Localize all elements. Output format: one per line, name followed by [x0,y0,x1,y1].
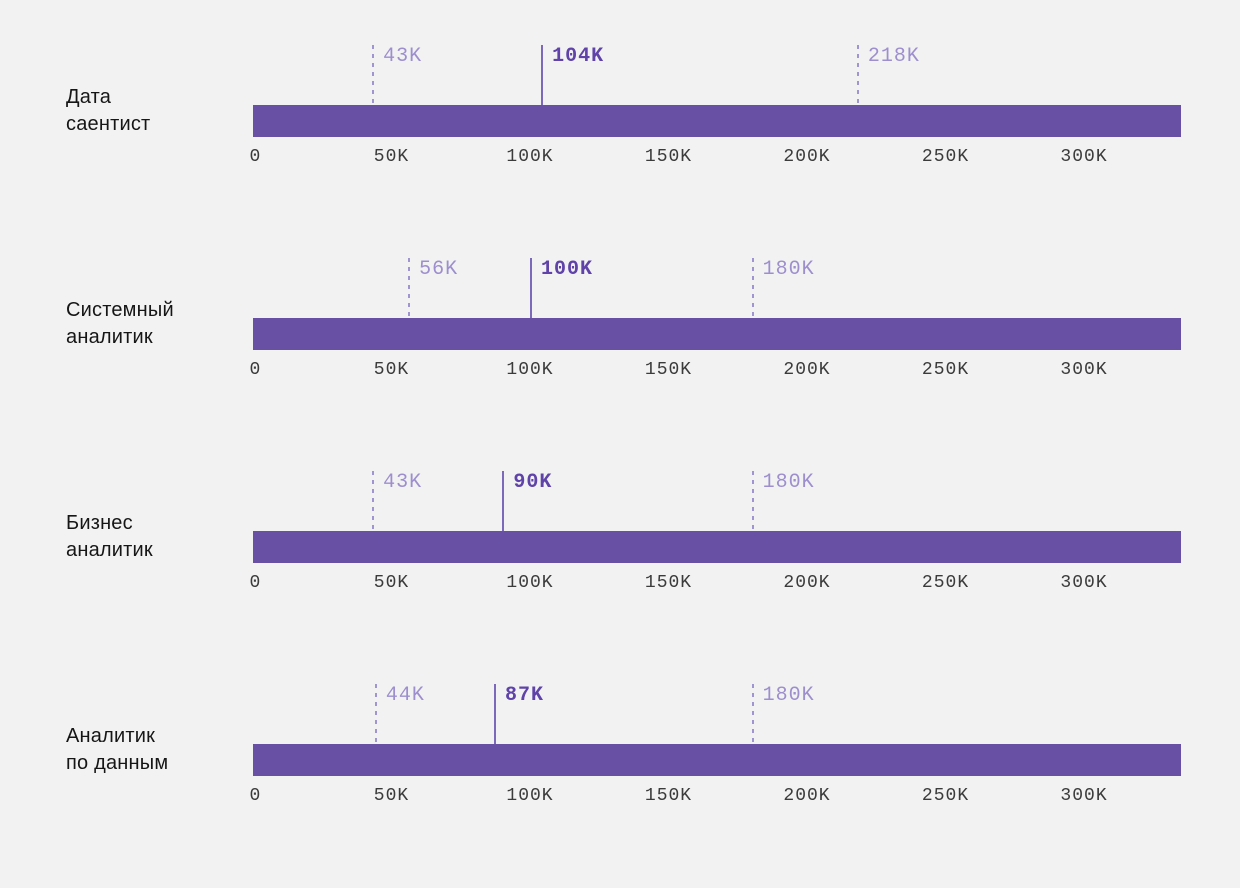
high-marker-line [751,258,754,318]
salary-bar [253,105,1181,137]
median-marker-label: 87K [505,684,545,707]
low-marker-label: 56K [419,258,459,281]
median-marker-label: 90K [513,471,553,494]
low-marker-label: 43K [383,471,423,494]
axis-tick-label: 150K [644,147,693,167]
salary-bar [253,318,1181,350]
axis-tick-label: 200K [783,147,831,167]
high-marker-label: 218K [867,45,920,68]
axis-tick-label: 200K [783,573,831,593]
median-marker-line [530,258,532,318]
axis-tick-label: 50K [373,147,410,167]
axis-tick-label: 300K [1060,573,1108,593]
high-marker-line [751,471,754,531]
axis-tick-label: 100K [506,147,554,167]
axis-tick-label: 250K [921,360,970,380]
axis-tick-label: 100K [506,360,554,380]
axis-tick-label: 300K [1060,786,1108,806]
chart-row: Аналитик по данным 44K 87K 180K 0 50K 100K 150… [0,639,1240,852]
low-marker-label: 43K [383,45,423,68]
median-marker-line [494,684,496,744]
row-label-line2: саентист [66,113,151,135]
axis-tick-label: 50K [373,786,410,806]
axis-tick-label: 250K [921,573,970,593]
median-marker-label: 104K [552,45,605,68]
high-marker-label: 180K [762,684,815,707]
low-marker-line [372,45,375,105]
low-marker-line [372,471,375,531]
chart-row: Системный аналитик 56K 100K 180K 0 50K 100K 15… [0,213,1240,426]
axis-tick-label: 50K [373,573,410,593]
low-marker-line [408,258,411,318]
axis-tick-label: 250K [921,147,970,167]
axis-tick-label: 200K [783,786,831,806]
axis-tick-label: 150K [644,360,693,380]
row-label-line2: аналитик [66,326,153,348]
chart-row: Дата саентист 43K 104K 218K 0 50K 100K 150K 200… [0,0,1240,213]
axis-tick-label: 300K [1060,360,1108,380]
row-label: Аналитик по данным [66,723,168,777]
high-marker-line [751,684,754,744]
row-label: Системный аналитик [66,297,174,351]
median-marker-label: 100K [541,258,594,281]
low-marker-label: 44K [385,684,425,707]
salary-bar [253,744,1181,776]
row-label-line1: Бизнес [66,512,133,534]
high-marker-label: 180K [762,258,815,281]
high-marker-label: 180K [762,471,815,494]
chart-row: Бизнес аналитик 43K 90K 180K 0 50K 100K 150K 20… [0,426,1240,639]
axis-tick-label: 100K [506,573,554,593]
axis-tick-label: 200K [783,360,831,380]
high-marker-line [856,45,859,105]
axis-tick-label: 0 [249,786,262,806]
row-label-line2: аналитик [66,539,153,561]
axis-tick-label: 250K [921,786,970,806]
axis-tick-label: 50K [373,360,410,380]
row-label-line1: Дата [66,86,112,108]
row-label-line1: Системный [66,299,174,321]
median-marker-line [502,471,505,531]
row-label-line2: по данным [66,752,169,774]
row-label-line1: Аналитик [66,725,156,747]
axis-tick-label: 0 [249,147,262,167]
low-marker-line [374,684,377,744]
row-label: Бизнес аналитик [66,510,153,564]
axis-tick-label: 150K [644,573,693,593]
row-label: Дата саентист [66,84,150,138]
salary-bar [253,531,1181,563]
axis-tick-label: 0 [249,573,262,593]
axis-tick-label: 100K [506,786,554,806]
median-marker-line [541,45,544,105]
axis-tick-label: 300K [1060,147,1108,167]
axis-tick-label: 0 [249,360,262,380]
axis-tick-label: 150K [644,786,693,806]
